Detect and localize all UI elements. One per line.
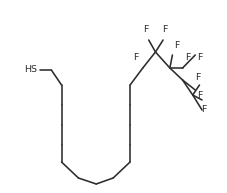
Text: F: F [200,106,205,114]
Text: F: F [133,52,138,62]
Text: F: F [173,41,179,49]
Text: F: F [184,52,190,62]
Text: F: F [194,74,200,82]
Text: F: F [196,91,201,100]
Text: HS: HS [24,65,37,74]
Text: F: F [161,25,167,35]
Text: F: F [143,25,148,35]
Text: F: F [196,52,201,62]
